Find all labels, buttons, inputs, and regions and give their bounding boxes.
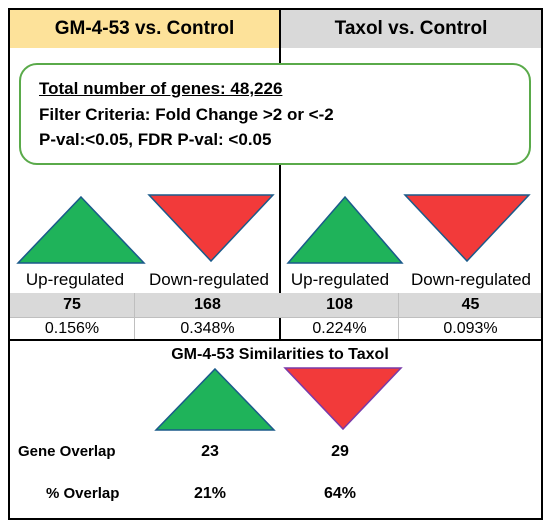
percent-down-taxol: 0.093% [443, 319, 498, 337]
percent-down-gm: 0.348% [180, 319, 235, 337]
header-gm-4-53: GM-4-53 vs. Control [10, 10, 279, 48]
cell-divider-1 [134, 293, 135, 339]
count-up-taxol: 108 [326, 296, 353, 313]
column-divider [279, 8, 281, 340]
percent-up-taxol: 0.224% [312, 319, 367, 337]
count-down-taxol: 45 [461, 296, 480, 313]
label-down-gm: Down-regulated [148, 270, 269, 289]
percent-overlap-down: 64% [323, 485, 357, 502]
down-triangle-gm [147, 193, 275, 263]
gene-overlap-down: 29 [331, 443, 349, 460]
up-triangle-gm [16, 195, 146, 265]
label-down-taxol: Down-regulated [410, 270, 531, 289]
filter-criteria-box: Total number of genes: 48,226 Filter Cri… [19, 63, 531, 165]
filter-criteria-text: Filter Criteria: Fold Change >2 or <-2 [39, 105, 334, 124]
overlap-down-triangle [283, 366, 403, 431]
header-taxol: Taxol vs. Control [281, 10, 541, 48]
overlap-up-triangle [154, 367, 276, 432]
header-taxol-text: Taxol vs. Control [334, 18, 488, 39]
percent-up-gm: 0.156% [44, 319, 100, 337]
count-down-gm: 168 [194, 296, 221, 313]
row-divider [10, 317, 541, 318]
percent-overlap-label: % Overlap [46, 485, 120, 502]
cell-divider-2 [398, 293, 399, 339]
total-genes-text: Total number of genes: 48,226 [39, 79, 283, 98]
label-up-taxol: Up-regulated [290, 270, 390, 289]
pvalue-criteria-text: P-val:<0.05, FDR P-val: <0.05 [39, 130, 272, 149]
count-row [10, 293, 541, 317]
down-triangle-taxol [403, 193, 531, 263]
label-up-gm: Up-regulated [25, 270, 125, 289]
gene-overlap-label: Gene Overlap [18, 443, 116, 460]
section-divider [8, 339, 543, 341]
percent-overlap-up: 21% [193, 485, 227, 502]
up-triangle-taxol [286, 195, 404, 265]
gene-overlap-up: 23 [201, 443, 219, 460]
similarity-title: GM-4-53 Similarities to Taxol [171, 346, 389, 363]
header-gm-4-53-text: GM-4-53 vs. Control [54, 18, 235, 39]
count-up-gm: 75 [63, 296, 81, 313]
